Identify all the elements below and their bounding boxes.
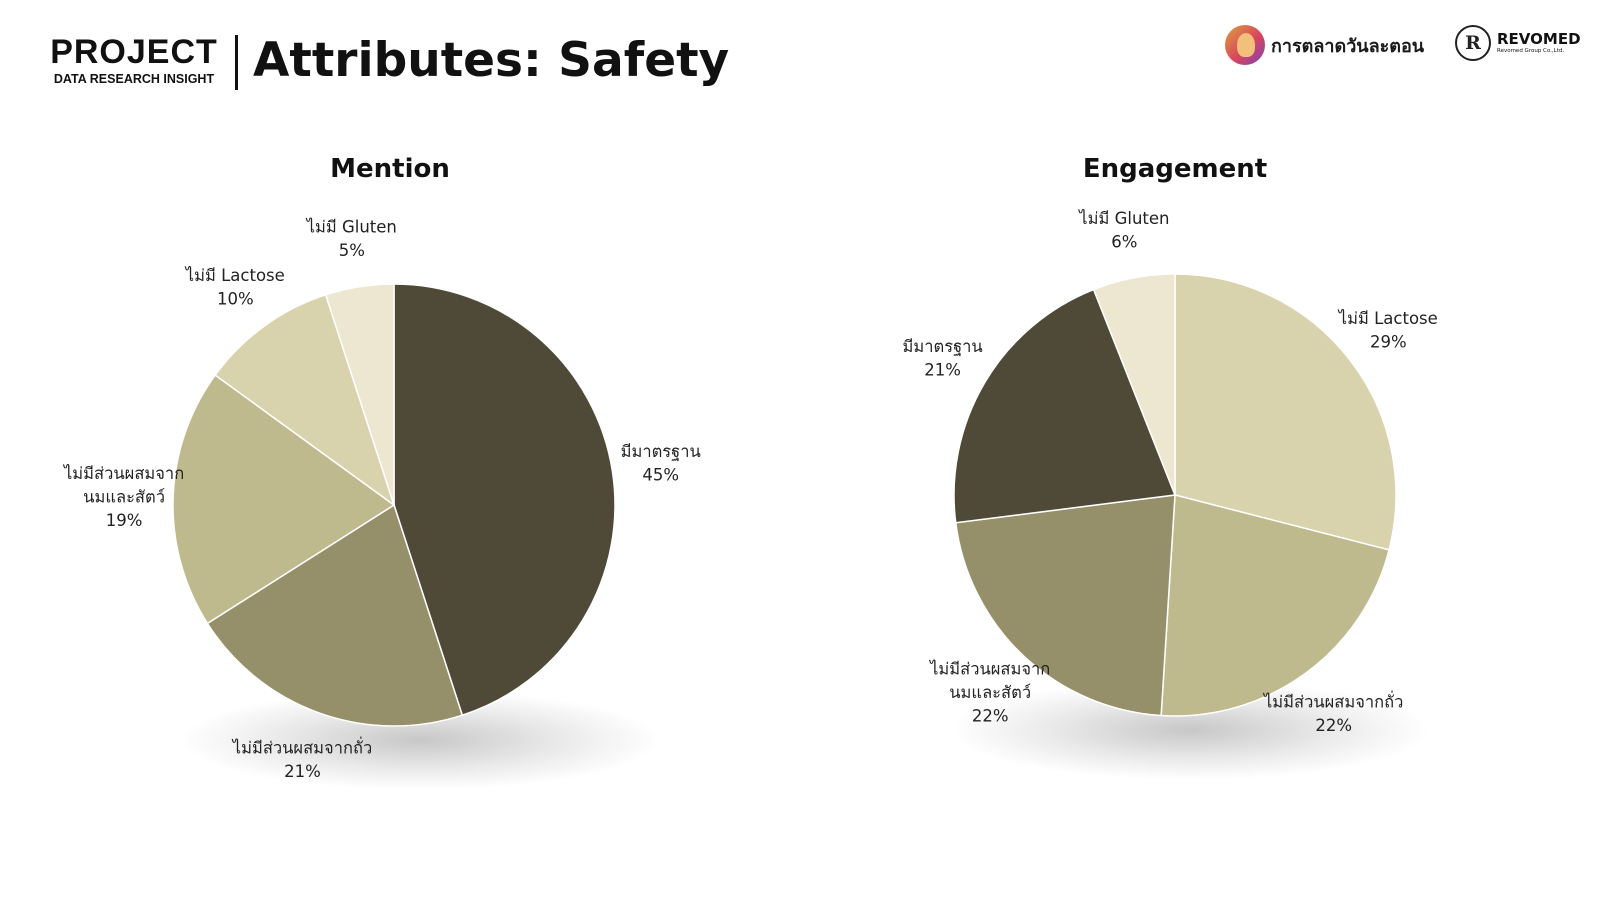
revomed-logo-text: REVOMED Revomed Group Co.,Ltd. <box>1497 31 1581 55</box>
partner-logo-icon <box>1225 25 1265 65</box>
engagement-chart-title: Engagement <box>1082 154 1268 184</box>
page-title: Attributes: Safety <box>253 33 730 88</box>
engagement-label-no-lactose: ไม่มี Lactose 29% <box>1337 309 1438 352</box>
mention-slice-no-nuts <box>206 503 464 727</box>
engagement-label-no-milk-animal: ไม่มีส่วนผสมจากนมและสัตว์ 22% <box>928 659 1050 725</box>
engagement-slice-no-nuts <box>1160 494 1390 717</box>
mention-label-standard: มีมาตรฐาน 45% <box>621 442 701 485</box>
mention-slice-no-milk-animal <box>172 374 396 625</box>
header-divider <box>235 35 238 90</box>
mention-label-no-lactose: ไม่มี Lactose 10% <box>184 266 285 309</box>
brand-block: PROJECT DATA RESEARCH INSIGHT <box>50 34 218 86</box>
mention-slice-no-gluten <box>324 283 395 506</box>
revomed-logo-icon: R <box>1455 25 1491 61</box>
mention-chart-title: Mention <box>330 154 450 184</box>
engagement-pie-chart: ไม่มี Lactose 29% ไม่มีส่วนผสมจากถั่ว 22% ไม… <box>902 209 1438 780</box>
engagement-slice-standard <box>953 288 1177 524</box>
engagement-slice-no-gluten <box>1092 273 1176 496</box>
revomed-logo: R REVOMED Revomed Group Co.,Ltd. <box>1455 25 1581 61</box>
engagement-label-no-gluten: ไม่มี Gluten 6% <box>1077 209 1169 252</box>
engagement-label-no-nuts: ไม่มีส่วนผสมจากถั่ว 22% <box>1262 691 1403 736</box>
engagement-pie-shadow <box>950 680 1430 780</box>
mention-slice-no-lactose <box>214 293 396 507</box>
mention-pie-chart: มีมาตรฐาน 45% ไม่มีส่วนผสมจากถั่ว 21% ไม่มีส… <box>62 218 701 790</box>
mention-label-no-nuts: ไม่มีส่วนผสมจากถั่ว 21% <box>231 736 372 781</box>
partner-logo: การตลาดวันละตอน <box>1225 25 1424 65</box>
mention-label-no-milk-animal: ไม่มีส่วนผสมจากนมและสัตว์ 19% <box>62 464 184 530</box>
revomed-name: REVOMED <box>1497 30 1581 48</box>
partner-logo-text: การตลาดวันละตอน <box>1271 35 1425 57</box>
engagement-slice-no-milk-animal <box>954 494 1176 717</box>
mention-label-no-gluten: ไม่มี Gluten 5% <box>305 218 397 261</box>
mention-pie-shadow <box>180 690 660 790</box>
mention-slice-standard <box>393 283 616 717</box>
brand-title: PROJECT <box>50 33 218 71</box>
revomed-subtitle: Revomed Group Co.,Ltd. <box>1497 48 1565 54</box>
engagement-slice-no-lactose <box>1174 273 1397 551</box>
engagement-label-standard: มีมาตรฐาน 21% <box>902 337 982 380</box>
brand-subtitle: DATA RESEARCH INSIGHT <box>53 72 215 86</box>
